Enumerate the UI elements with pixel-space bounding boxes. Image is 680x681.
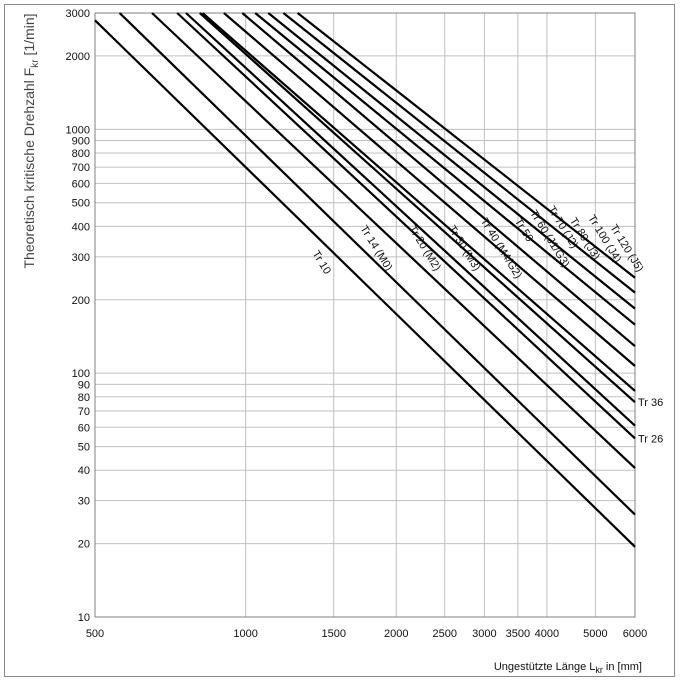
series-line: [282, 12, 636, 294]
series-line: [199, 12, 636, 404]
y-tick-label: 10: [78, 612, 90, 624]
x-tick-label: 1500: [321, 628, 345, 640]
x-tick-label: 500: [86, 628, 104, 640]
series-end-label: Tr 36: [638, 397, 663, 409]
chart-frame: [4, 4, 675, 677]
y-tick-label: 800: [72, 148, 90, 160]
y-tick-label: 50: [78, 442, 90, 454]
y-tick-label: 100: [72, 368, 90, 380]
y-tick-label: 700: [72, 162, 90, 174]
series-line: [151, 12, 636, 469]
y-tick-label: 60: [78, 422, 90, 434]
y-tick-label: 200: [72, 295, 90, 307]
y-tick-label: 900: [72, 135, 90, 147]
x-tick-label: 5000: [583, 628, 607, 640]
y-tick-label: 2000: [66, 51, 90, 63]
x-axis-label: Ungestützte Länge Lkr in [mm]: [494, 661, 642, 675]
series-line: [94, 19, 636, 548]
x-tick-label: 3000: [472, 628, 496, 640]
series-end-label: Tr 26: [638, 433, 663, 445]
x-tick-label: 3500: [506, 628, 530, 640]
y-tick-label: 300: [72, 252, 90, 264]
series-lines: [94, 12, 636, 548]
y-tick-label: 500: [72, 198, 90, 210]
series-line: [185, 12, 636, 427]
series-line: [176, 12, 636, 440]
series-line: [241, 12, 636, 348]
series-line: [267, 12, 636, 310]
series-line: [254, 12, 636, 326]
y-tick-label: 20: [78, 539, 90, 551]
x-tick-label: 4000: [535, 628, 559, 640]
y-tick-label: 1000: [66, 124, 90, 136]
plot-area-border: [94, 12, 636, 618]
x-tick-labels: 500 1000 1500 2000 2500 3000 3500 4000 5000 6000: [86, 628, 647, 640]
y-tick-label: 30: [78, 496, 90, 508]
y-tick-label: 80: [78, 392, 90, 404]
y-tick-label: 90: [78, 379, 90, 391]
series-line: [118, 12, 636, 516]
series-line: [201, 12, 636, 392]
grid-lines: [94, 12, 636, 618]
y-tick-label: 3000: [66, 8, 90, 20]
y-tick-label: 40: [78, 465, 90, 477]
x-tick-label: 1000: [233, 628, 257, 640]
y-axis-label: Theoretisch kritische Drehzahl Fkr [1/mi…: [21, 14, 41, 269]
series-inline-label: Tr 10: [310, 249, 333, 277]
x-tick-label: 2500: [433, 628, 457, 640]
x-tick-label: 6000: [623, 628, 647, 640]
x-tick-label: 2000: [384, 628, 408, 640]
y-tick-label: 600: [72, 178, 90, 190]
series-line: [223, 12, 636, 367]
y-tick-label: 70: [78, 406, 90, 418]
series-line: [296, 12, 636, 279]
y-tick-label: 400: [72, 221, 90, 233]
